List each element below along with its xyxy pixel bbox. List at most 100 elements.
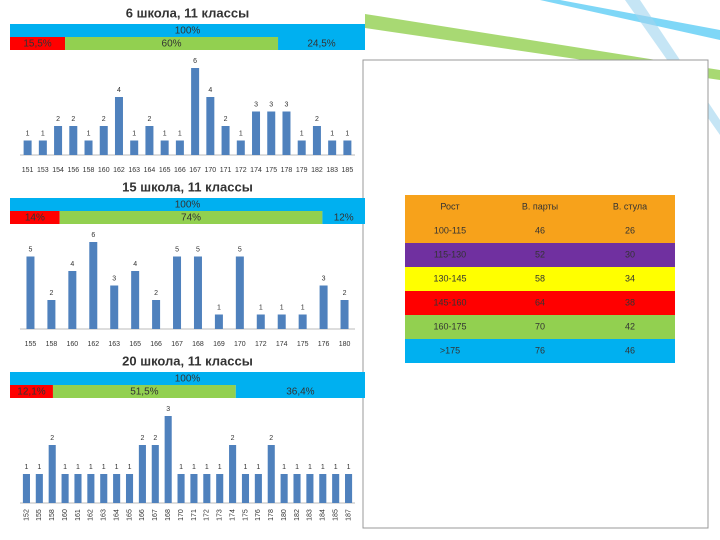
x-tick-label: 172 (235, 167, 247, 174)
share-label: 36,4% (286, 387, 314, 398)
bar (203, 474, 211, 503)
x-tick-label: 174 (229, 509, 236, 521)
bar (145, 126, 154, 155)
bar (277, 314, 286, 329)
x-tick-label: 174 (276, 341, 288, 348)
x-tick-label: 162 (87, 341, 99, 348)
data-label: 1 (192, 464, 196, 471)
bar (160, 140, 169, 155)
bar (312, 126, 321, 155)
data-label: 1 (300, 130, 304, 137)
share-label: 24,5% (307, 39, 335, 50)
bar (89, 242, 98, 329)
bar (48, 445, 56, 503)
bar (114, 97, 123, 155)
data-label: 1 (76, 464, 80, 471)
x-tick-label: 185 (333, 509, 340, 521)
data-label: 6 (91, 232, 95, 239)
data-label: 1 (334, 464, 338, 471)
data-label: 5 (29, 246, 33, 253)
table-cell: 58 (535, 273, 545, 283)
share-segment (10, 211, 60, 224)
x-tick-label: 155 (36, 509, 43, 521)
data-label: 1 (217, 304, 221, 311)
table-row-bg (405, 291, 675, 315)
x-tick-label: 167 (152, 509, 159, 521)
table-row-bg (405, 315, 675, 339)
bar (23, 140, 32, 155)
x-tick-label: 178 (268, 509, 275, 521)
data-label: 3 (254, 101, 258, 108)
x-tick-label: 172 (255, 341, 267, 348)
data-label: 2 (343, 290, 347, 297)
share-label: 51,5% (130, 387, 158, 398)
bar (280, 474, 288, 503)
data-label: 1 (178, 130, 182, 137)
x-tick-label: 183 (307, 509, 314, 521)
data-label: 1 (244, 464, 248, 471)
x-tick-label: 160 (98, 167, 110, 174)
bar (173, 256, 182, 329)
data-label: 1 (308, 464, 312, 471)
share-label: 74% (181, 213, 201, 224)
data-label: 6 (193, 58, 197, 65)
x-tick-label: 163 (128, 167, 140, 174)
x-tick-label: 154 (52, 167, 64, 174)
data-label: 1 (345, 130, 349, 137)
x-tick-label: 170 (234, 341, 246, 348)
data-label: 1 (239, 130, 243, 137)
x-tick-label: 175 (265, 167, 277, 174)
table-row-bg (405, 339, 675, 363)
bar (256, 314, 265, 329)
x-tick-label: 156 (67, 167, 79, 174)
data-label: 1 (41, 130, 45, 137)
table-row-bg (405, 267, 675, 291)
data-label: 3 (166, 406, 170, 413)
data-label: 1 (115, 464, 119, 471)
table-cell: 42 (625, 321, 635, 331)
bar (54, 126, 63, 155)
x-tick-label: 182 (311, 167, 323, 174)
data-label: 1 (282, 464, 286, 471)
data-label: 4 (208, 87, 212, 94)
data-label: 4 (133, 261, 137, 268)
bar (35, 474, 43, 503)
data-label: 1 (280, 304, 284, 311)
bar (68, 271, 77, 329)
total-band (10, 372, 365, 385)
data-label: 3 (112, 275, 116, 282)
bar (206, 97, 215, 155)
x-tick-label: 171 (220, 167, 232, 174)
data-label: 1 (87, 130, 91, 137)
bar (164, 416, 172, 503)
data-label: 1 (163, 130, 167, 137)
x-tick-label: 182 (294, 509, 301, 521)
share-segment (322, 211, 365, 224)
bar (241, 474, 250, 503)
data-label: 1 (205, 464, 209, 471)
bar (267, 111, 276, 155)
bar (113, 474, 121, 503)
table-cell: 76 (535, 345, 545, 355)
x-tick-label: 178 (281, 167, 293, 174)
bar (214, 314, 223, 329)
x-tick-label: 168 (165, 509, 172, 521)
bar (190, 474, 198, 503)
bar (282, 111, 291, 155)
data-label: 2 (315, 116, 319, 123)
bar (100, 474, 108, 503)
x-tick-label: 160 (67, 341, 79, 348)
total-label: 100% (175, 26, 201, 37)
x-tick-label: 153 (37, 167, 49, 174)
table-cell: 70 (535, 321, 545, 331)
table-header-bg (405, 195, 675, 219)
bar (130, 140, 139, 155)
bar (38, 140, 47, 155)
data-label: 1 (321, 464, 325, 471)
bar (319, 474, 327, 503)
bar (298, 314, 307, 329)
bar (152, 300, 161, 329)
x-tick-label: 187 (345, 509, 352, 521)
bar (254, 474, 262, 503)
